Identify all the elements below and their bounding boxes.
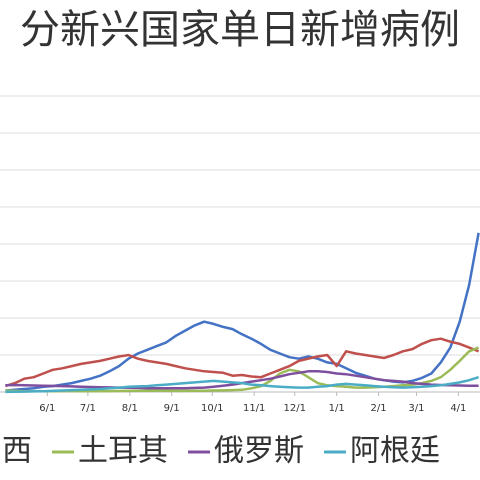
legend-label: 西 [2, 434, 32, 469]
series-line [5, 376, 479, 394]
x-tick-label: 9/1 [164, 403, 180, 414]
x-tick-label: 10/1 [201, 403, 223, 414]
x-tick-label: 7/1 [80, 403, 96, 414]
legend-label: 俄罗斯 [214, 434, 304, 469]
x-tick-label: 6/1 [39, 403, 55, 414]
series-line [5, 346, 480, 393]
x-tick-label: 4/1 [450, 403, 466, 414]
legend-label: 阿根廷 [350, 434, 440, 469]
series-line [5, 232, 480, 392]
x-tick-label: 8/1 [122, 403, 138, 414]
x-tick-label: 11/1 [243, 403, 265, 414]
series-line [5, 337, 480, 388]
legend-label: 土耳其 [78, 434, 168, 469]
x-tick-label: 1/1 [329, 403, 345, 414]
x-tick-label: 2/1 [371, 403, 387, 414]
x-tick-label: 12/1 [284, 403, 306, 414]
chart-title: 分新兴国家单日新增病例 [20, 7, 460, 53]
x-tick-label: 3/1 [408, 403, 424, 414]
